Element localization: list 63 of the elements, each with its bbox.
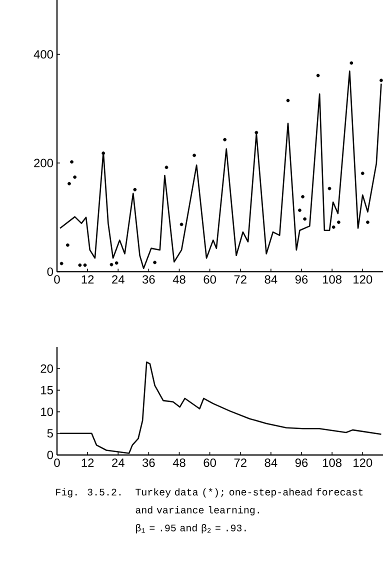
x-tick-label: 24 xyxy=(112,275,124,284)
point xyxy=(366,220,370,224)
y-tick-label: 400 xyxy=(34,50,54,59)
y-tick-label: 10 xyxy=(41,408,54,416)
x-tick-label: 108 xyxy=(323,458,342,467)
x-tick-label: 72 xyxy=(234,275,246,284)
point xyxy=(60,262,64,266)
x-tick-label: 0 xyxy=(54,275,60,284)
point xyxy=(380,78,383,82)
text: β$_{1}$ = .95 and β$_{2}$ = .93. xyxy=(136,524,246,534)
x-tick-label: 0 xyxy=(54,458,60,467)
x-tick-label: 84 xyxy=(264,458,278,467)
y-tick-label: 200 xyxy=(34,158,54,168)
point xyxy=(336,220,340,224)
x-tick-label: 120 xyxy=(354,458,372,467)
x-tick-label: 72 xyxy=(234,458,246,467)
point xyxy=(153,260,156,264)
y-tick-label: 5 xyxy=(47,429,53,438)
x-tick-label: 96 xyxy=(295,275,308,284)
point xyxy=(316,74,320,78)
point xyxy=(78,263,82,267)
point xyxy=(83,263,87,267)
point xyxy=(68,182,71,186)
point xyxy=(298,208,302,212)
y-tick-label: 20 xyxy=(40,364,54,373)
line-series xyxy=(59,70,382,270)
x-tick-label: 12 xyxy=(82,458,94,467)
x-tick-label: 24 xyxy=(112,458,124,467)
point xyxy=(301,195,304,198)
x-tick-label: 12 xyxy=(82,275,94,284)
point xyxy=(70,160,74,164)
point xyxy=(303,217,307,221)
y-tick-label: 15 xyxy=(41,386,53,394)
text: Turkey data (*); one-step-ahead forecast and variance learning. xyxy=(136,488,363,516)
x-tick-label: 96 xyxy=(295,458,308,467)
point xyxy=(66,243,70,247)
point xyxy=(180,222,184,226)
caption: Fig. 3.5.2. xyxy=(56,488,121,498)
x-tick-label: 84 xyxy=(264,275,278,284)
point xyxy=(110,262,114,266)
point xyxy=(328,186,332,190)
x-tick-label: 60 xyxy=(204,275,216,284)
point xyxy=(114,261,118,265)
point xyxy=(254,130,258,134)
point xyxy=(73,175,77,179)
point xyxy=(164,166,168,170)
x-tick-label: 48 xyxy=(172,458,186,467)
point xyxy=(133,188,137,192)
point xyxy=(102,152,106,155)
x-tick-label: 48 xyxy=(172,275,186,284)
point xyxy=(350,61,354,65)
point xyxy=(192,154,196,158)
y-tick-label: 0 xyxy=(47,267,54,276)
x-tick-label: 120 xyxy=(354,275,372,284)
x-tick-label: 108 xyxy=(323,275,342,284)
x-tick-label: 60 xyxy=(204,458,216,467)
point xyxy=(223,138,227,142)
x-tick-label: 36 xyxy=(142,458,155,467)
x-tick-label: 36 xyxy=(142,275,155,284)
point xyxy=(332,225,336,229)
point xyxy=(360,172,364,176)
point xyxy=(286,98,290,102)
y-tick-label: 0 xyxy=(47,450,54,460)
